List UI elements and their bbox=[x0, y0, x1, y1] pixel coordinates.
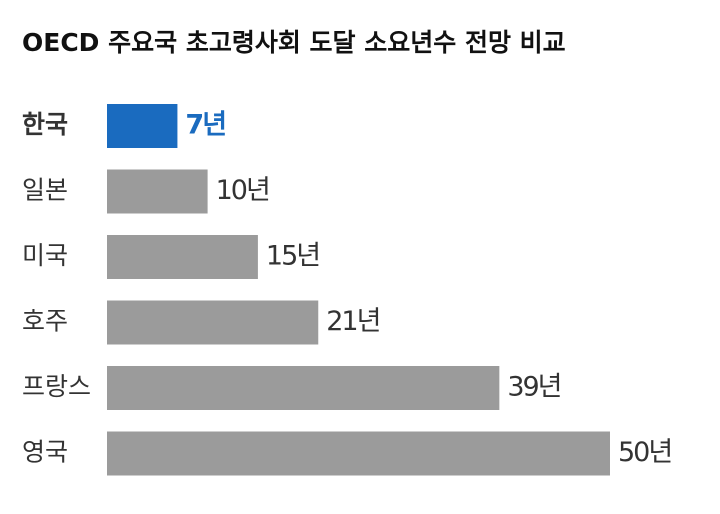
bar bbox=[107, 104, 178, 148]
value-label: 21년 bbox=[326, 306, 379, 337]
bar bbox=[107, 235, 258, 279]
bar bbox=[107, 366, 500, 410]
category-label: 영국 bbox=[22, 438, 68, 467]
value-label: 50년 bbox=[618, 437, 671, 468]
category-label: 호주 bbox=[22, 307, 68, 336]
category-label: 프랑스 bbox=[22, 372, 91, 401]
category-label: 미국 bbox=[22, 241, 68, 270]
category-label: 일본 bbox=[22, 176, 68, 205]
value-label: 10년 bbox=[216, 175, 269, 206]
value-label: 39년 bbox=[507, 372, 560, 403]
bar bbox=[107, 169, 208, 214]
chart-title: OECD 주요국 초고령사회 도달 소요년수 전망 비교 bbox=[22, 28, 566, 57]
value-label: 15년 bbox=[266, 241, 319, 272]
value-label: 7년 bbox=[185, 110, 225, 141]
bar bbox=[107, 300, 319, 345]
category-label: 한국 bbox=[22, 110, 68, 139]
bar bbox=[107, 431, 610, 476]
